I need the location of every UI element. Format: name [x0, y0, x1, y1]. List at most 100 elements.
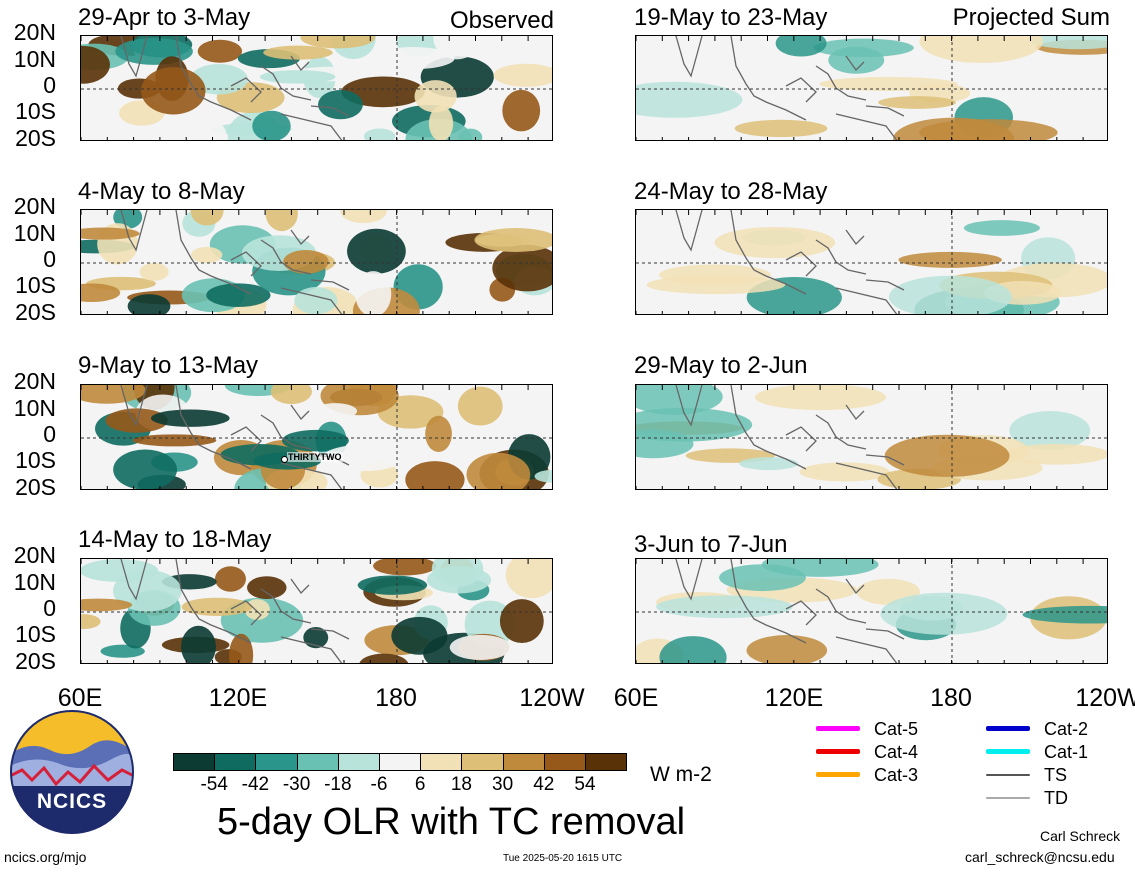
panel-title-8: 3-Jun to 7-Jun — [634, 531, 788, 558]
legend-label-cat-2: Cat-2 — [1044, 719, 1089, 739]
legend-label-cat-5: Cat-5 — [874, 719, 919, 739]
olr-anomaly-blob — [405, 461, 465, 489]
olr-anomaly-blob — [1009, 410, 1091, 451]
olr-anomaly-blob — [127, 294, 171, 314]
latitude-label: 0 — [43, 246, 56, 272]
colorbar-swatch — [173, 753, 216, 771]
olr-anomaly-blob — [499, 599, 544, 644]
olr-anomaly-blob — [270, 385, 312, 405]
footer-url[interactable]: ncics.org/mjo — [4, 849, 87, 865]
ncics-logo: NCICS — [10, 710, 134, 834]
coastline — [120, 385, 350, 489]
olr-anomaly-blob — [457, 386, 503, 426]
olr-anomaly-blob — [739, 457, 799, 471]
olr-anomaly-blob — [300, 36, 376, 49]
legend-label-cat-4: Cat-4 — [874, 742, 919, 762]
olr-anomaly-blob — [878, 96, 956, 109]
panel-title-6: 24-May to 28-May — [634, 178, 828, 205]
olr-anomaly-blob — [81, 614, 101, 630]
coastline — [120, 210, 350, 314]
olr-anomaly-blob — [81, 283, 121, 303]
olr-anomaly-blob — [414, 80, 457, 113]
colorbar-swatch — [296, 753, 339, 771]
colorbar-tick-label: -18 — [324, 774, 352, 795]
olr-anomaly-blob — [425, 415, 452, 452]
latitude-label: 10S — [15, 621, 56, 647]
olr-anomaly-blob — [252, 110, 291, 140]
olr-anomaly-field — [81, 36, 552, 140]
colorbar-swatch — [543, 753, 586, 771]
projected-sum-tag: Projected Sum — [952, 4, 1110, 31]
olr-anomaly-blob — [81, 227, 140, 240]
colorbar-tick-label: -30 — [282, 774, 311, 795]
panel-title-1: 29-Apr to 3-May — [78, 4, 251, 31]
olr-anomaly-blob — [298, 210, 346, 236]
olr-anomaly-blob — [775, 36, 827, 57]
latitude-label: 0 — [43, 595, 56, 621]
olr-anomaly-blob — [263, 45, 333, 60]
colorbar-tick-label: -54 — [200, 774, 228, 795]
olr-anomaly-blob — [754, 385, 886, 411]
olr-anomaly-blob — [466, 452, 531, 489]
olr-anomaly-blob — [458, 128, 483, 140]
lon-label-60e-left: 60E — [57, 684, 103, 712]
olr-anomaly-field — [81, 385, 552, 489]
olr-anomaly-blob — [799, 462, 890, 482]
olr-anomaly-blob — [1028, 36, 1107, 50]
latitude-label: 20S — [15, 299, 56, 325]
colorbar-swatch — [585, 753, 628, 771]
colorbar-tick-label: -6 — [370, 774, 388, 795]
colorbar-swatch — [255, 753, 298, 771]
coastline — [675, 559, 905, 663]
olr-anomaly-blob — [150, 409, 230, 427]
olr-anomaly-blob — [719, 564, 806, 592]
olr-anomaly-blob — [428, 105, 454, 140]
lon-label-120w-right: 120W — [1075, 684, 1135, 712]
coastline — [675, 385, 905, 489]
colorbar-tick-label: 30 — [492, 774, 514, 795]
olr-map-panel — [635, 35, 1108, 141]
olr-anomaly-blob — [132, 434, 217, 447]
colorbar-units: W m-2 — [650, 763, 712, 786]
observed-tag: Observed — [449, 7, 554, 34]
footer-email[interactable]: carl_schreck@ncsu.edu — [965, 849, 1115, 865]
olr-anomaly-blob — [259, 70, 336, 84]
colorbar-swatch — [214, 753, 257, 771]
legend-label-td: TD — [1044, 788, 1068, 808]
lon-label-120w-left: 120W — [519, 684, 585, 712]
olr-map-panel — [635, 384, 1108, 490]
olr-anomaly-blob — [646, 275, 786, 295]
latitude-label: 10S — [15, 272, 56, 298]
olr-anomaly-blob — [963, 220, 1040, 236]
olr-anomaly-blob — [714, 226, 836, 259]
latitude-label: 20S — [15, 648, 56, 674]
olr-anomaly-blob — [898, 251, 1002, 268]
colorbar-tick-label: 54 — [574, 774, 596, 795]
legend-line-ts — [986, 774, 1030, 776]
olr-map-panel — [635, 558, 1108, 664]
olr-map-panel — [80, 558, 553, 664]
olr-anomaly-blob — [355, 271, 392, 314]
olr-map-panel — [80, 35, 553, 141]
latitude-label: 10N — [13, 220, 56, 246]
footer-timestamp: Tue 2025-05-20 1615 UTC — [503, 853, 623, 864]
olr-anomaly-blob — [81, 385, 146, 404]
olr-anomaly-blob — [341, 76, 425, 108]
latitude-label: 10N — [13, 395, 56, 421]
olr-anomaly-blob — [734, 119, 828, 138]
olr-anomaly-blob — [357, 575, 428, 595]
olr-anomaly-blob — [359, 653, 409, 663]
olr-anomaly-blob — [340, 210, 387, 224]
olr-anomaly-blob — [113, 449, 178, 489]
footer-author: Carl Schreck — [1040, 828, 1121, 844]
olr-anomaly-field — [636, 559, 1107, 663]
colorbar-tick-label: 18 — [450, 774, 472, 795]
colorbar-tick-label: 42 — [533, 774, 555, 795]
olr-anomaly-blob — [888, 275, 1012, 314]
olr-anomaly-blob — [1003, 443, 1107, 465]
olr-anomaly-blob — [493, 63, 552, 87]
olr-anomaly-blob — [141, 67, 206, 115]
olr-map-panel — [635, 209, 1108, 315]
olr-anomaly-field — [636, 36, 1107, 140]
olr-anomaly-blob — [1022, 605, 1107, 624]
